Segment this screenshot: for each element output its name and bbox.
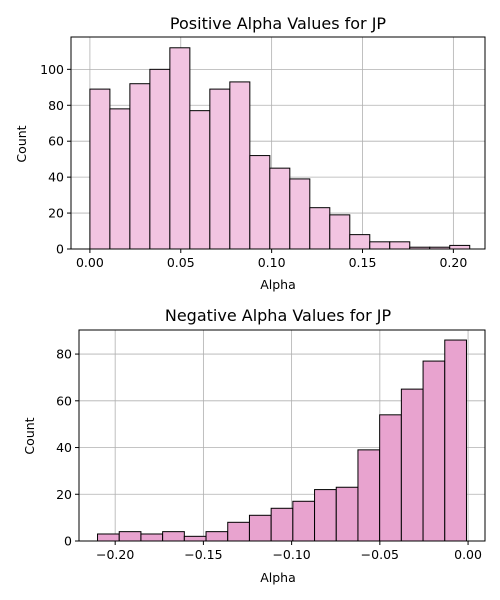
- histogram-bar: [270, 507, 294, 542]
- x-tick-label: 0.00: [76, 255, 104, 270]
- histogram-bar: [309, 207, 331, 250]
- y-tick-label: 60: [56, 393, 72, 408]
- y-tick-label: 80: [56, 347, 72, 362]
- y-tick-label: 100: [40, 62, 64, 77]
- histogram-bar: [109, 108, 131, 250]
- x-axis-label: Alpha: [260, 570, 296, 585]
- bars: [97, 339, 467, 542]
- y-tick-label: 20: [56, 487, 72, 502]
- x-tick-label: −0.20: [96, 547, 134, 562]
- bars: [89, 47, 471, 250]
- x-axis-label: Alpha: [260, 277, 296, 292]
- histogram-bar: [269, 167, 291, 250]
- histogram-bar: [205, 531, 229, 542]
- histogram-bar: [314, 489, 337, 542]
- y-tick-label: 60: [48, 134, 64, 149]
- histogram-bar: [422, 360, 446, 542]
- histogram-bar: [400, 388, 424, 542]
- negative-alpha-chart: Negative Alpha Values for JP Alpha Count…: [22, 306, 486, 585]
- histogram-bar: [227, 521, 250, 542]
- y-axis-label: Count: [14, 125, 29, 162]
- ticks: −0.20 −0.15 −0.10 −0.05 0.00 0 20 40 60 80: [56, 347, 482, 562]
- histogram-bar: [369, 241, 391, 250]
- ticks: 0.00 0.05 0.10 0.15 0.20 0 20 40 60 80 100: [40, 62, 467, 270]
- y-tick-label: 20: [48, 206, 64, 221]
- chart-title: Negative Alpha Values for JP: [165, 306, 392, 325]
- y-tick-label: 0: [64, 534, 72, 549]
- histogram-bar: [449, 244, 471, 250]
- y-tick-label: 40: [56, 440, 72, 455]
- histogram-bar: [335, 486, 359, 542]
- histogram-bar: [140, 533, 164, 542]
- x-tick-label: 0.20: [439, 255, 467, 270]
- histogram-bar: [209, 88, 231, 250]
- histogram-bar: [249, 155, 271, 250]
- y-axis-label: Count: [22, 417, 37, 454]
- axes-frame: [78, 329, 486, 542]
- histogram-bar: [229, 81, 251, 250]
- histogram-bar: [289, 178, 311, 250]
- histogram-bar: [189, 110, 211, 250]
- histogram-bar: [292, 500, 316, 542]
- y-tick-label: 0: [56, 242, 64, 257]
- histogram-bar: [444, 339, 467, 542]
- y-tick-label: 80: [48, 98, 64, 113]
- histogram-bar: [149, 68, 171, 250]
- histogram-bar: [89, 88, 111, 250]
- x-tick-label: −0.05: [361, 547, 399, 562]
- histogram-bar: [357, 449, 381, 542]
- histogram-bar: [97, 533, 120, 542]
- x-tick-label: 0.15: [349, 255, 377, 270]
- histogram-bar: [389, 241, 411, 250]
- histogram-bar: [169, 47, 191, 250]
- positive-alpha-chart: Positive Alpha Values for JP Alpha Count…: [14, 14, 486, 292]
- x-tick-label: 0.10: [258, 255, 286, 270]
- histogram-bar: [129, 83, 151, 250]
- histogram-bar: [379, 414, 402, 542]
- histogram-bar: [162, 531, 185, 542]
- x-tick-label: −0.10: [272, 547, 310, 562]
- y-tick-label: 40: [48, 170, 64, 185]
- histogram-bar: [118, 531, 142, 542]
- x-tick-label: 0.00: [454, 547, 482, 562]
- axes-frame: [70, 36, 486, 250]
- histogram-bar: [329, 214, 351, 250]
- histogram-bar: [183, 535, 207, 542]
- x-tick-label: −0.15: [184, 547, 222, 562]
- chart-title: Positive Alpha Values for JP: [170, 14, 387, 33]
- x-tick-label: 0.05: [167, 255, 195, 270]
- histogram-bar: [248, 514, 272, 542]
- histogram-bar: [349, 234, 371, 250]
